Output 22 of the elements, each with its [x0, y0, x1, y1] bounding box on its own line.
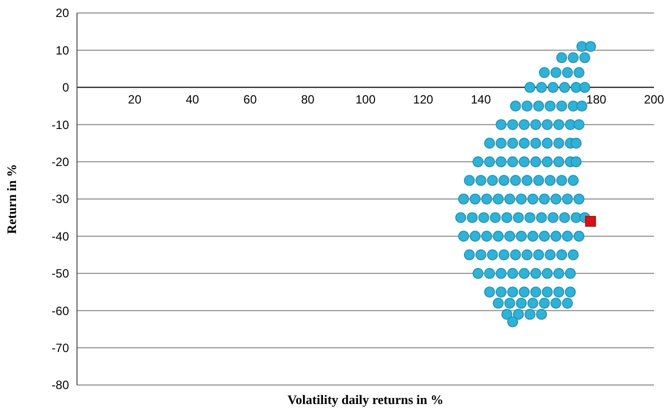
x-tick-label: 120: [413, 92, 434, 106]
y-tick-label: -30: [52, 192, 70, 206]
y-tick-label: 10: [56, 43, 70, 58]
y-tick-label: -70: [52, 341, 70, 355]
x-tick-label: 180: [586, 92, 607, 106]
y-tick-label: -40: [52, 229, 70, 244]
x-tick-label: 200: [644, 92, 664, 106]
x-axis-title: Volatility daily returns in %: [287, 392, 444, 407]
y-tick-label: 20: [56, 6, 70, 20]
x-tick-label: 80: [301, 92, 315, 106]
y-axis-title: Return in %: [4, 164, 19, 234]
x-tick-label: 140: [470, 92, 492, 106]
y-tick-label: -20: [52, 155, 70, 169]
y-tick-label: -80: [52, 378, 70, 392]
y-tick-label: -50: [52, 266, 70, 281]
y-tick-label: -60: [52, 304, 70, 318]
x-tick-label: 40: [186, 92, 200, 106]
y-tick-label: -10: [52, 118, 70, 132]
x-tick-label: 60: [243, 92, 258, 106]
y-tick-label: 0: [62, 80, 70, 95]
x-tick-label: 20: [128, 92, 142, 106]
x-tick-label: 100: [355, 92, 376, 106]
